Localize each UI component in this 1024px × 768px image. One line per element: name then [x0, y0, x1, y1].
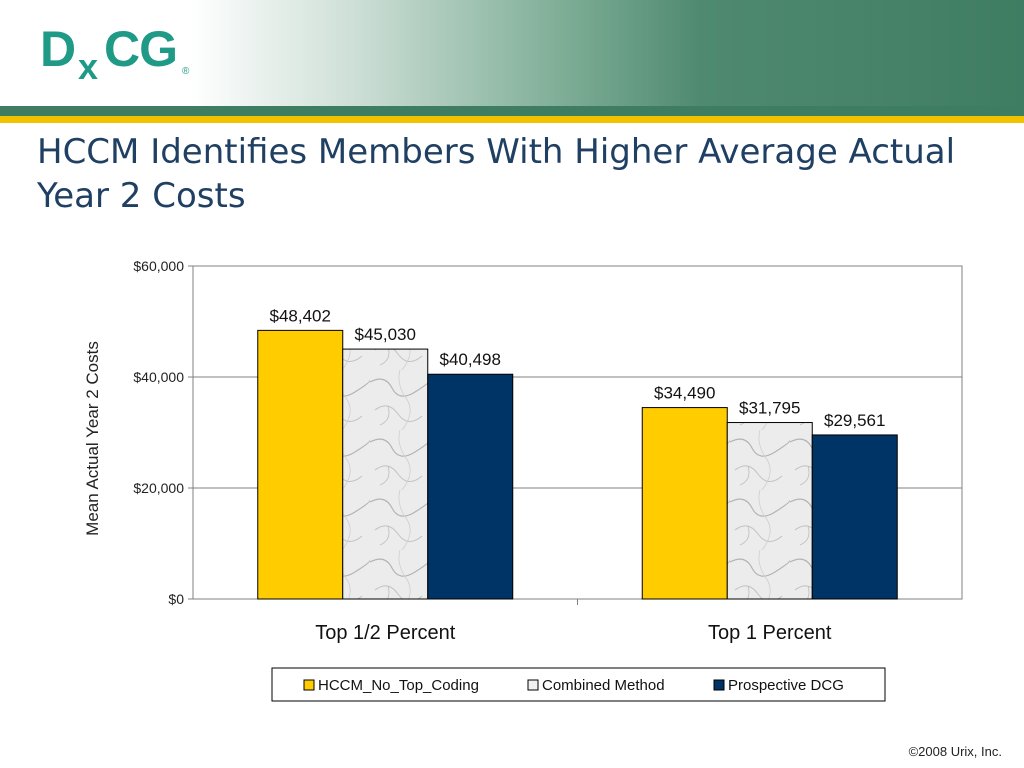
bar: [257, 329, 344, 600]
legend-swatch: [303, 679, 315, 691]
y-tick-label: $40,000: [133, 369, 184, 385]
bar: [726, 422, 813, 600]
x-category-label: Top 1 Percent: [708, 622, 832, 644]
logo-letter-d: D: [40, 21, 76, 77]
y-tick-label: $60,000: [133, 258, 184, 274]
header-stripe-gold: [0, 116, 1024, 123]
bar-data-label: $31,795: [739, 399, 800, 418]
legend-label: Prospective DCG: [728, 677, 844, 694]
slide-title: HCCM Identifies Members With Higher Aver…: [37, 132, 956, 216]
legend-swatch: [713, 679, 725, 691]
logo-letters-cg: CG: [104, 21, 178, 77]
bar: [427, 373, 514, 600]
bar: [342, 348, 429, 600]
dxcg-logo: D x CG ®: [40, 18, 220, 88]
bar-data-label: $40,498: [440, 350, 501, 369]
x-category-label: Top 1/2 Percent: [315, 622, 456, 644]
y-tick-label: $20,000: [133, 480, 184, 496]
y-tick-label: $0: [168, 591, 184, 607]
bar: [811, 434, 898, 600]
bar-data-label: $45,030: [355, 325, 416, 344]
logo-registered-mark: ®: [182, 66, 190, 77]
bar-data-label: $48,402: [270, 306, 331, 325]
chart-legend: [271, 667, 886, 702]
bar-chart: $48,402 $45,030 $40,498 $34,490 $31,795 $29,5…: [83, 258, 963, 702]
header-band: [0, 0, 1024, 108]
header-stripe-green: [0, 106, 1024, 116]
y-axis-title: Mean Actual Year 2 Costs: [83, 341, 102, 536]
logo-letter-x: x: [78, 46, 99, 87]
bar-data-label: $34,490: [654, 384, 715, 403]
bar-data-label: $29,561: [824, 411, 885, 430]
legend-label: Combined Method: [542, 677, 665, 694]
legend-swatch: [527, 679, 539, 691]
bar: [641, 407, 728, 600]
legend-label: HCCM_No_Top_Coding: [318, 677, 479, 694]
copyright-footer: ©2008 Urix, Inc.: [908, 744, 1002, 759]
